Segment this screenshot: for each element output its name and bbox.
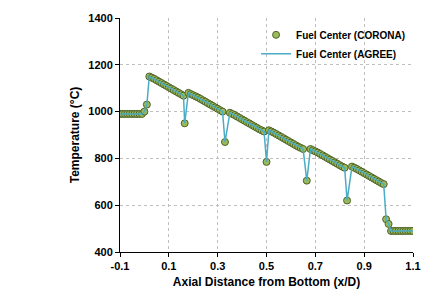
svg-text:0.9: 0.9 (357, 260, 372, 272)
svg-text:800: 800 (94, 152, 112, 164)
svg-text:Axial Distance from Bottom (x/: Axial Distance from Bottom (x/D) (173, 275, 360, 289)
svg-text:600: 600 (94, 199, 112, 211)
svg-text:0.5: 0.5 (259, 260, 274, 272)
svg-text:Temperature (°C): Temperature (°C) (68, 87, 82, 184)
svg-text:Fuel Center (AGREE): Fuel Center (AGREE) (296, 49, 396, 60)
svg-text:400: 400 (94, 246, 112, 258)
svg-text:1400: 1400 (88, 12, 112, 24)
svg-text:1000: 1000 (88, 105, 112, 117)
svg-text:1.1: 1.1 (405, 260, 420, 272)
svg-text:-0.1: -0.1 (111, 260, 130, 272)
svg-text:1200: 1200 (88, 59, 112, 71)
svg-text:0.3: 0.3 (210, 260, 225, 272)
svg-text:0.1: 0.1 (161, 260, 176, 272)
svg-text:Fuel Center (CORONA): Fuel Center (CORONA) (296, 30, 405, 41)
svg-text:0.7: 0.7 (308, 260, 323, 272)
